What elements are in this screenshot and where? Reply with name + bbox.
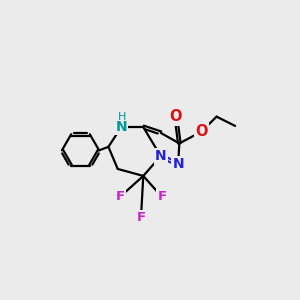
- Text: H: H: [118, 112, 126, 122]
- Text: N: N: [155, 149, 167, 163]
- Text: F: F: [157, 190, 167, 203]
- Text: N: N: [172, 157, 184, 171]
- Text: O: O: [169, 109, 182, 124]
- Text: N: N: [116, 120, 127, 134]
- Text: O: O: [195, 124, 208, 139]
- Text: F: F: [136, 211, 146, 224]
- Text: F: F: [116, 190, 124, 203]
